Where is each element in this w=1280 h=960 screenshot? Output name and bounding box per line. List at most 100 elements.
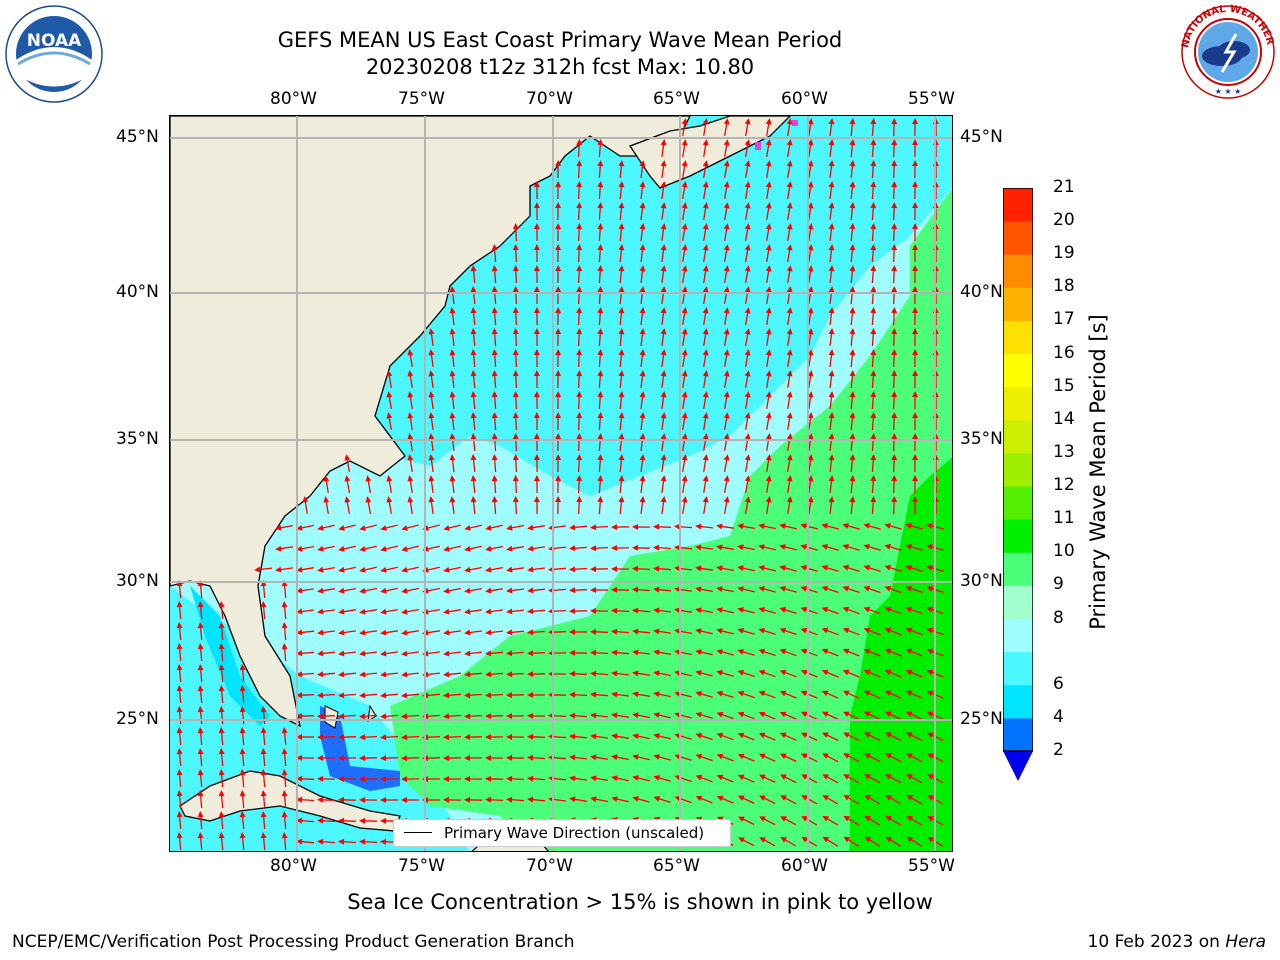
wave-arrow-head (807, 286, 814, 293)
wave-arrow-head (576, 496, 583, 503)
wave-arrow-head (681, 181, 688, 188)
wave-arrow-head (885, 795, 892, 801)
wave-arrow-head (737, 586, 744, 592)
wave-arrow-head (674, 523, 681, 530)
wave-arrow-head (695, 523, 702, 530)
wave-arrow-head (359, 525, 366, 531)
wave-arrow-head (828, 202, 835, 209)
wave-arrow-head (428, 496, 435, 503)
wave-arrow-head (260, 601, 267, 608)
wave-arrow-head (218, 790, 225, 797)
land-north-america (170, 116, 691, 728)
wave-arrow-head (807, 391, 814, 398)
wave-arrow-head (780, 774, 787, 780)
wave-arrow-head (906, 795, 913, 801)
wave-arrow-head (176, 811, 183, 818)
wave-arrow-head (681, 349, 688, 356)
wave-arrow-head (849, 391, 856, 398)
wave-arrow-head (744, 328, 751, 335)
wave-arrow-head (660, 328, 667, 335)
wave-arrow-head (464, 629, 471, 636)
wave-arrow-head (870, 475, 877, 482)
wave-arrow-head (807, 160, 814, 167)
colorbar-tick-label: 12 (1053, 475, 1075, 496)
wave-arrow-head (758, 711, 766, 718)
wave-arrow-head (197, 601, 204, 608)
wave-arrow-head (723, 265, 730, 272)
wave-arrow-head (512, 349, 519, 356)
wave-arrow-head (807, 118, 814, 125)
wave-arrow-head (639, 307, 646, 314)
wave-arrow-head (807, 244, 814, 251)
wave-arrow-head (765, 328, 772, 335)
wave-arrow-head (576, 328, 583, 335)
wave-arrow-head (611, 628, 618, 635)
wave-arrow-head (632, 796, 639, 802)
wave-arrow-head (849, 475, 856, 482)
footer-branch: NCEP/EMC/Verification Post Processing Pr… (12, 932, 575, 952)
wave-arrow-head (401, 650, 408, 657)
wave-arrow-head (786, 433, 793, 440)
wave-arrow-head (359, 546, 366, 552)
wave-arrow-head (176, 727, 183, 734)
wave-arrow-head (891, 265, 898, 272)
wave-arrow-head (485, 713, 492, 720)
wave-arrow-head (512, 244, 519, 251)
wave-arrow-head (905, 585, 913, 592)
wave-arrow-head (260, 811, 267, 818)
wave-arrow-head (912, 286, 919, 292)
wave-arrow-head (926, 585, 934, 592)
wave-arrow-head (660, 433, 667, 440)
wave-arrow-head (338, 713, 345, 720)
wave-arrow-head (660, 202, 667, 209)
wave-arrow-head (723, 118, 730, 125)
wave-arrow-head (555, 286, 562, 292)
wave-arrow-head (449, 433, 456, 440)
wave-arrow-head (632, 524, 638, 530)
footer-date: 10 Feb 2023 on Hera (1088, 932, 1266, 952)
wave-arrow-head (681, 475, 688, 482)
wave-arrow-head (828, 433, 835, 440)
wave-arrow-head (443, 608, 450, 615)
wave-arrow-head (569, 691, 576, 698)
wave-arrow-head (569, 608, 576, 615)
wave-arrow-head (386, 496, 393, 503)
wave-arrow-head (569, 629, 575, 635)
wave-arrow-head (716, 544, 723, 551)
wave-arrow-head (695, 670, 702, 676)
colorbar-tick-label: 11 (1053, 508, 1075, 529)
wave-arrow-head (702, 349, 709, 356)
wave-arrow-head (905, 669, 913, 676)
wave-arrow-head (822, 753, 829, 759)
wave-arrow-head (779, 565, 786, 571)
wave-arrow-head (317, 755, 323, 761)
wave-arrow-head (653, 649, 660, 656)
map-legend: Primary Wave Direction (unscaled) (393, 819, 731, 847)
colorbar-segment (1003, 188, 1033, 222)
wave-arrow-head (317, 608, 324, 615)
wave-arrow-head (597, 412, 604, 419)
wave-arrow-head (660, 160, 667, 167)
wave-arrow-head (905, 606, 913, 613)
wave-arrow-head (296, 587, 303, 594)
sea-ice-patch (755, 142, 761, 150)
wave-arrow-head (807, 412, 814, 419)
wave-arrow-head (759, 816, 766, 822)
wave-arrow-head (884, 564, 892, 571)
wave-arrow-head (800, 544, 807, 550)
wave-arrow-head (338, 629, 345, 636)
wave-arrow-head (807, 223, 814, 230)
wave-arrow-head (533, 454, 540, 460)
wave-arrow-head (317, 587, 324, 594)
lon-tick-top-75w: 75°W (398, 89, 445, 109)
wave-arrow-head (779, 690, 787, 697)
chart-title: GEFS MEAN US East Coast Primary Wave Mea… (277, 28, 843, 52)
wave-arrow-head (864, 836, 872, 843)
wave-arrow-head (716, 628, 723, 634)
wave-arrow-head (863, 585, 871, 592)
wave-arrow-head (779, 627, 787, 634)
wave-arrow-head (737, 774, 745, 781)
wave-arrow-head (533, 370, 540, 376)
colorbar-tick-label: 4 (1053, 706, 1064, 727)
wave-arrow-head (197, 664, 204, 671)
